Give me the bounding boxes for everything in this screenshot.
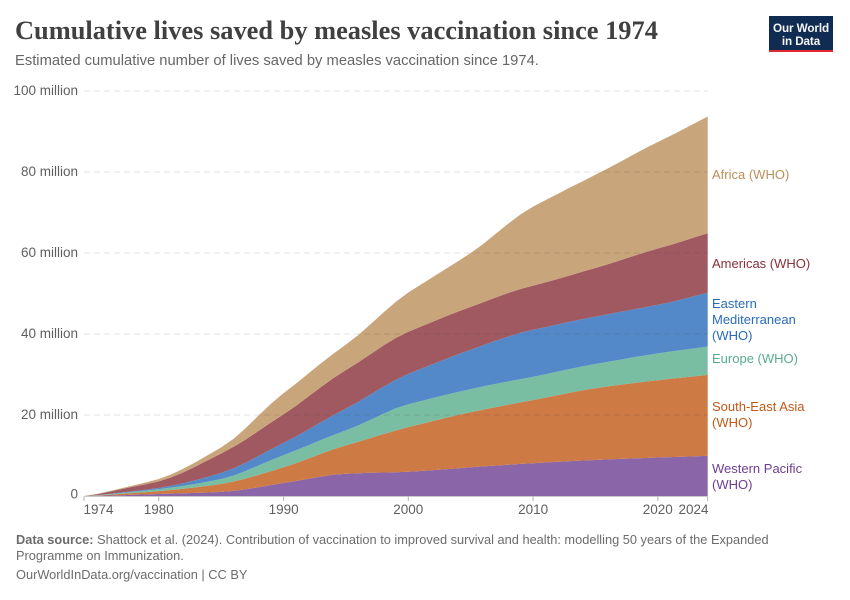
svg-text:1980: 1980 [144, 502, 174, 517]
svg-text:40 million: 40 million [21, 326, 78, 341]
svg-text:80 million: 80 million [21, 164, 78, 179]
svg-text:100 million: 100 million [13, 83, 78, 98]
svg-text:2000: 2000 [393, 502, 423, 517]
svg-text:0: 0 [70, 487, 78, 502]
svg-text:20 million: 20 million [21, 407, 78, 422]
svg-text:1990: 1990 [269, 502, 299, 517]
svg-text:60 million: 60 million [21, 245, 78, 260]
svg-text:2010: 2010 [518, 502, 548, 517]
svg-text:2024: 2024 [678, 502, 709, 517]
svg-text:2020: 2020 [643, 502, 673, 517]
svg-text:1974: 1974 [83, 502, 114, 517]
